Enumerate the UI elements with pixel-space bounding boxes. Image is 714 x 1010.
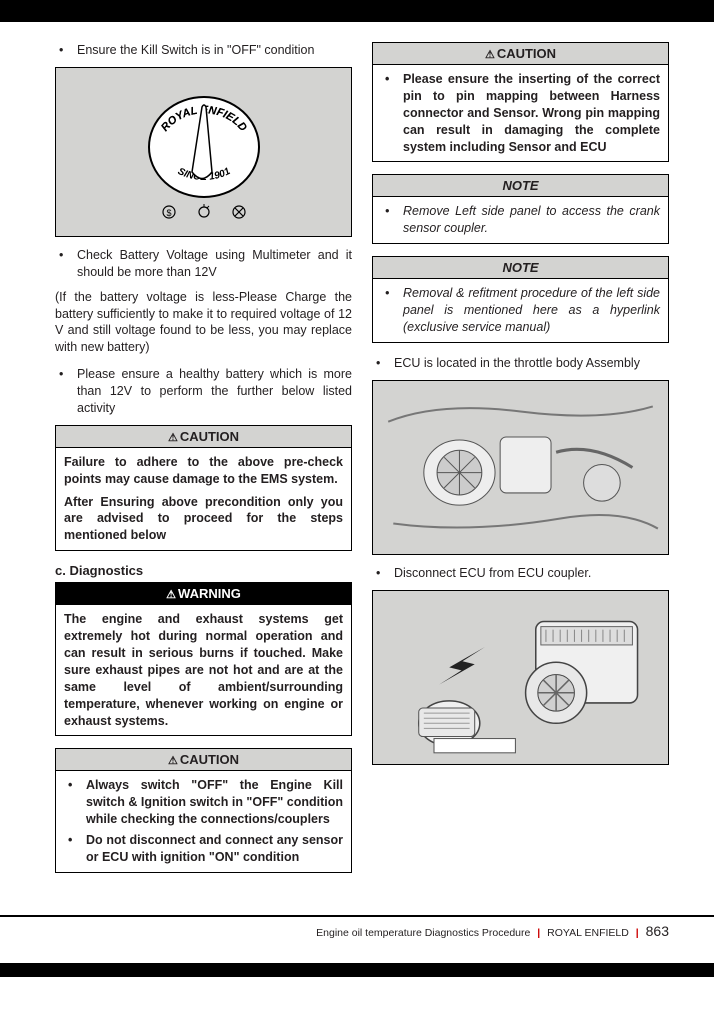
bullet-dot: • — [55, 42, 77, 59]
caution-box-1: ⚠CAUTION Failure to adhere to the above … — [55, 425, 352, 551]
ecu-coupler-illustration — [373, 591, 668, 764]
caution-box-2: ⚠CAUTION • Always switch "OFF" the Engin… — [55, 748, 352, 872]
warning-icon: ⚠ — [485, 48, 495, 61]
throttle-body-illustration — [373, 381, 668, 554]
caution-body: Failure to adhere to the above pre-check… — [56, 448, 351, 550]
caution-body: • Always switch "OFF" the Engine Kill sw… — [56, 771, 351, 871]
bullet-dot: • — [381, 71, 403, 155]
caution-bullet-2: • Do not disconnect and connect any sens… — [64, 832, 343, 866]
bullet-kill-switch: • Ensure the Kill Switch is in "OFF" con… — [55, 42, 352, 59]
warning-icon: ⚠ — [166, 588, 176, 601]
caution-label: CAUTION — [497, 46, 556, 61]
warning-icon: ⚠ — [168, 431, 178, 444]
bullet-text: Please ensure a healthy battery which is… — [77, 366, 352, 417]
caution-box-3: ⚠CAUTION • Please ensure the inserting o… — [372, 42, 669, 162]
svg-text:$: $ — [166, 208, 171, 218]
caution-header: ⚠CAUTION — [56, 426, 351, 448]
throttle-body-figure — [372, 380, 669, 555]
footer-title: Engine oil temperature Diagnostics Proce… — [316, 927, 530, 939]
ecu-coupler-figure — [372, 590, 669, 765]
warning-body: The engine and exhaust systems get extre… — [56, 605, 351, 735]
note-header: NOTE — [373, 257, 668, 279]
bullet-text: Ensure the Kill Switch is in "OFF" condi… — [77, 42, 352, 59]
note-bullet: • Remove Left side panel to access the c… — [381, 203, 660, 237]
caution-body: • Please ensure the inserting of the cor… — [373, 65, 668, 161]
note-header: NOTE — [373, 175, 668, 197]
bullet-text: Disconnect ECU from ECU coupler. — [394, 565, 669, 582]
page-footer: Engine oil temperature Diagnostics Proce… — [0, 915, 714, 959]
bullet-text: Check Battery Voltage using Multimeter a… — [77, 247, 352, 281]
note-box-2: NOTE • Removal & refitment procedure of … — [372, 256, 669, 343]
caution-text-1: Failure to adhere to the above pre-check… — [64, 454, 343, 488]
warning-icon: ⚠ — [168, 754, 178, 767]
right-column: ⚠CAUTION • Please ensure the inserting o… — [372, 42, 669, 885]
footer-separator: | — [537, 927, 540, 939]
page-number: 863 — [646, 923, 669, 939]
top-black-bar — [0, 0, 714, 22]
kill-switch-illustration: ROYAL ENFIELD ROYAL ENFIELD SINCE 1901 $ — [114, 77, 294, 227]
section-c-title: c. Diagnostics — [55, 563, 352, 578]
page-content: • Ensure the Kill Switch is in "OFF" con… — [0, 22, 714, 895]
bullet-ecu-location: • ECU is located in the throttle body As… — [372, 355, 669, 372]
caution-bullet: • Please ensure the inserting of the cor… — [381, 71, 660, 155]
note-bullet: • Removal & refitment procedure of the l… — [381, 285, 660, 336]
bullet-text: Removal & refitment procedure of the lef… — [403, 285, 660, 336]
bullet-dot: • — [381, 203, 403, 237]
left-column: • Ensure the Kill Switch is in "OFF" con… — [55, 42, 352, 885]
note-body: • Removal & refitment procedure of the l… — [373, 279, 668, 342]
bullet-dot: • — [55, 366, 77, 417]
bottom-black-bar — [0, 963, 714, 977]
warning-box: ⚠WARNING The engine and exhaust systems … — [55, 582, 352, 736]
bullet-dot: • — [372, 355, 394, 372]
bullet-battery-check: • Check Battery Voltage using Multimeter… — [55, 247, 352, 281]
bullet-text: Do not disconnect and connect any sensor… — [86, 832, 343, 866]
bullet-text: ECU is located in the throttle body Asse… — [394, 355, 669, 372]
bullet-dot: • — [64, 832, 86, 866]
kill-switch-figure: ROYAL ENFIELD ROYAL ENFIELD SINCE 1901 $ — [55, 67, 352, 237]
caution-text-2: After Ensuring above precondition only y… — [64, 494, 343, 545]
bullet-dot: • — [55, 247, 77, 281]
bullet-text: Remove Left side panel to access the cra… — [403, 203, 660, 237]
caution-header: ⚠CAUTION — [373, 43, 668, 65]
caution-label: CAUTION — [180, 429, 239, 444]
caution-header: ⚠CAUTION — [56, 749, 351, 771]
note-body: • Remove Left side panel to access the c… — [373, 197, 668, 243]
battery-note-paragraph: (If the battery voltage is less-Please C… — [55, 289, 352, 357]
footer-separator: | — [636, 927, 639, 939]
warning-label: WARNING — [178, 586, 241, 601]
bullet-text: Always switch "OFF" the Engine Kill swit… — [86, 777, 343, 828]
bullet-dot: • — [64, 777, 86, 828]
caution-bullet-1: • Always switch "OFF" the Engine Kill sw… — [64, 777, 343, 828]
bullet-healthy-battery: • Please ensure a healthy battery which … — [55, 366, 352, 417]
bullet-disconnect-ecu: • Disconnect ECU from ECU coupler. — [372, 565, 669, 582]
warning-header: ⚠WARNING — [56, 583, 351, 605]
caution-label: CAUTION — [180, 752, 239, 767]
footer-brand: ROYAL ENFIELD — [547, 927, 629, 939]
note-box-1: NOTE • Remove Left side panel to access … — [372, 174, 669, 244]
bullet-text: Please ensure the inserting of the corre… — [403, 71, 660, 155]
bullet-dot: • — [372, 565, 394, 582]
bullet-dot: • — [381, 285, 403, 336]
